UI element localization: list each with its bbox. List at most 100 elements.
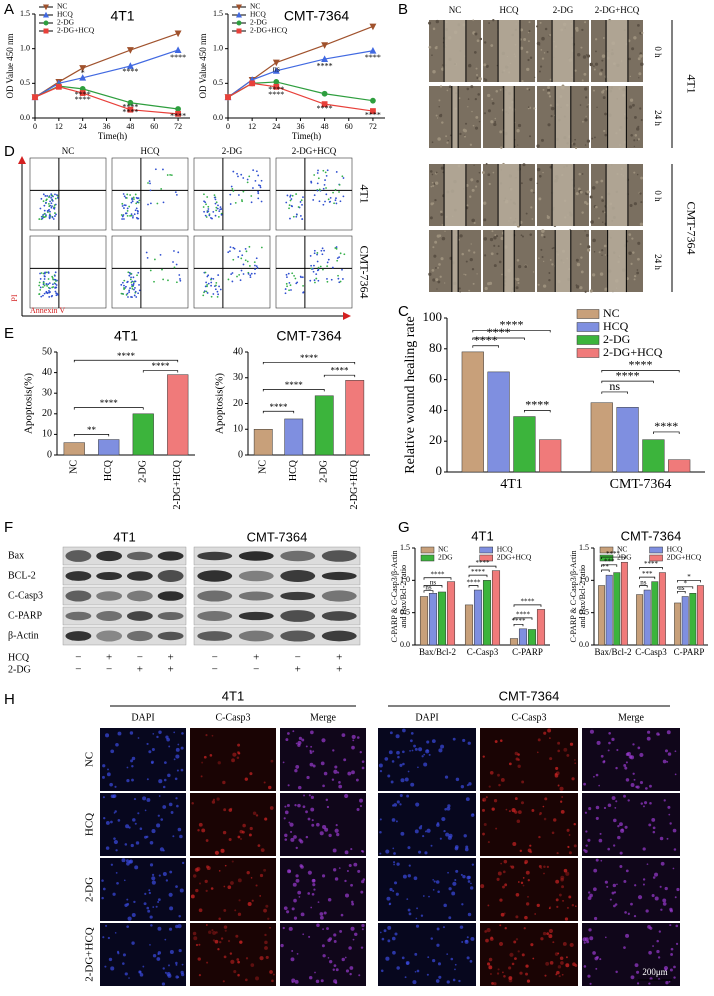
cell-signal [607,847,611,851]
cell-signal [173,758,176,761]
cell-signal [114,810,117,813]
cell-signal [447,804,451,808]
cell-texture [491,230,494,233]
cell-signal [344,956,347,959]
event-dot [322,203,325,206]
cell-texture [493,264,497,268]
cell-signal [608,741,611,745]
event-dot [329,196,332,199]
event-dot [153,280,155,283]
cell-signal [137,737,140,739]
cell-signal [511,962,515,966]
cell-texture [528,106,530,108]
bar [167,374,189,456]
cell-signal [643,805,645,808]
cell-signal [566,753,570,757]
cell-signal [616,749,619,752]
cell-signal [643,801,648,805]
cell-texture [472,124,475,127]
event-dot [297,206,300,208]
event-dot [302,284,304,287]
cell-texture [483,112,486,115]
cell-texture [527,107,530,110]
blot-strip [62,546,187,566]
event-dot [314,281,316,284]
cell-signal [559,893,562,897]
cell-signal [168,892,173,897]
cell-signal [436,927,440,931]
cell-signal [167,773,171,778]
cell-signal [356,736,360,739]
event-dot [136,274,138,277]
cell-texture [575,285,580,289]
cell-signal [415,802,420,807]
y-axis-label: Relative wound healing rate [403,316,418,473]
cell-texture [439,275,442,278]
bar [132,413,154,456]
fluorescence-image [100,858,186,921]
cell-texture [594,38,598,41]
event-dot [242,177,245,179]
cell-signal [162,967,165,970]
cell-texture [432,27,436,31]
cell-signal [625,778,630,782]
cell-texture [596,106,598,108]
cell-signal [498,783,501,787]
y-tick-label: 0.5 [579,607,589,616]
cell-signal [131,912,136,917]
cell-texture [604,254,607,256]
scratch-gap [555,86,571,148]
cell-texture [537,283,540,286]
cell-texture [638,77,640,79]
cell-signal [560,809,565,814]
cell-signal [114,785,117,788]
event-dot [205,281,208,284]
cell-texture [526,67,530,72]
event-dot [48,289,50,292]
axis-label: Annexin V [30,306,65,315]
cell-signal [237,960,240,964]
event-dot [55,292,58,295]
y-tick-label: 30 [233,372,243,383]
event-dot [202,294,205,297]
cell-texture [601,254,603,257]
event-dot [206,196,209,198]
scratch-gap [606,20,628,82]
scratch-gap [503,230,515,292]
cell-signal [260,848,265,853]
cell-signal [107,936,111,940]
event-dot [324,179,326,181]
cell-signal [561,973,564,976]
cell-texture [580,256,583,259]
event-dot [54,271,57,274]
cell-signal [381,937,385,941]
event-dot [289,195,291,198]
event-dot [138,284,140,286]
cell-signal [536,903,540,907]
cell-signal [399,803,402,806]
cell-texture [525,212,528,215]
event-dot [301,203,303,206]
column-label: HCQ [499,5,519,15]
event-dot [135,296,138,298]
significance: **** [117,351,136,361]
cell-signal [384,757,389,761]
cell-signal [220,848,225,853]
cell-signal [319,915,324,920]
cell-signal [216,797,220,801]
point [321,55,329,62]
cell-signal [106,772,111,777]
cell-texture [575,258,579,262]
cell-signal [452,737,456,741]
event-dot [211,217,213,220]
cell-signal [562,942,567,946]
cell-signal [199,882,201,885]
cell-texture [501,273,503,276]
event-dot [240,257,243,260]
cell-texture [470,85,474,89]
cell-signal [428,753,431,756]
cell-signal [424,830,427,833]
cell-signal [450,957,454,961]
cell-signal [379,818,382,821]
event-dot [45,201,47,204]
